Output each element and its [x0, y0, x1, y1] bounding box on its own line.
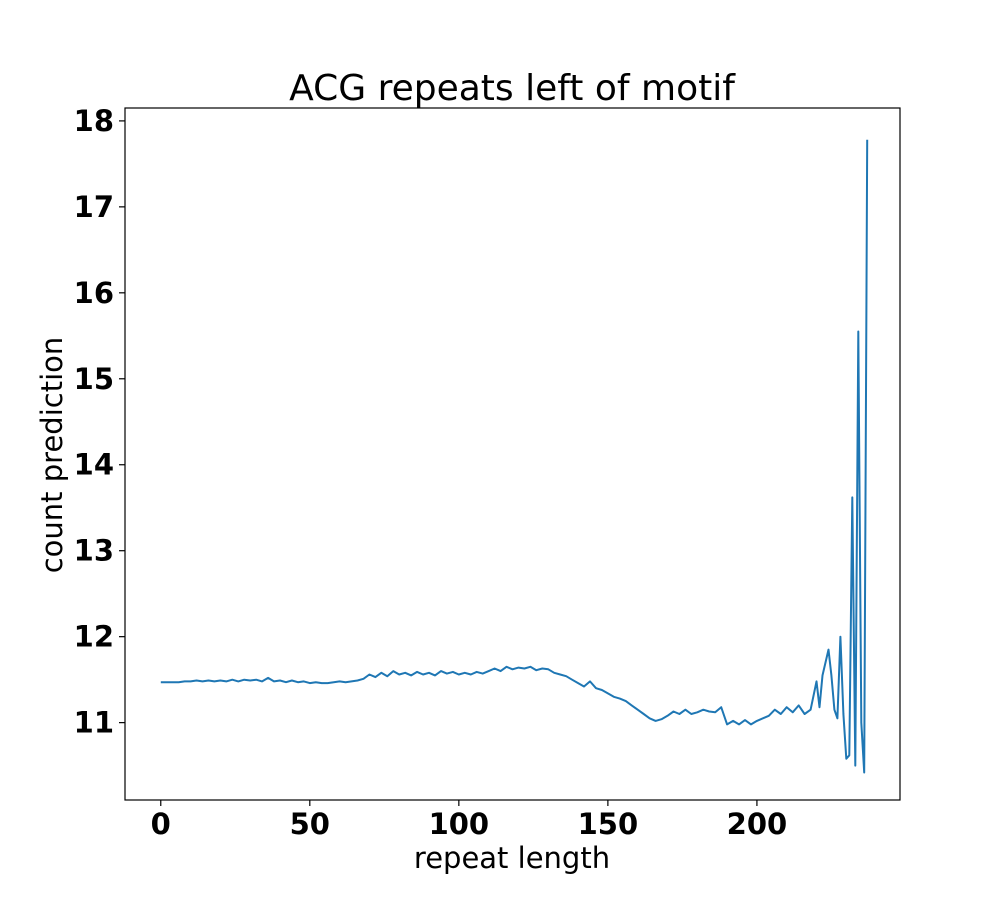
x-tick-label: 50	[290, 807, 330, 841]
y-tick-label: 15	[74, 362, 114, 396]
x-tick-label: 150	[578, 807, 639, 841]
y-tick-label: 17	[74, 190, 114, 224]
series-line	[160, 139, 869, 774]
axis-ticks: 0 50 100 150 200 11 12 13 14 15 16 17 18	[74, 104, 788, 841]
x-tick-label: 0	[151, 807, 171, 841]
x-tick-label: 200	[727, 807, 788, 841]
x-axis-label: repeat length	[414, 841, 610, 875]
chart-title: ACG repeats left of motif	[289, 68, 736, 109]
y-tick-label: 13	[74, 534, 114, 568]
y-tick-label: 11	[74, 706, 114, 740]
y-tick-label: 18	[74, 104, 114, 138]
y-axis-label: count prediction	[35, 337, 69, 574]
y-tick-label: 12	[74, 620, 114, 654]
y-tick-label: 14	[74, 448, 114, 482]
plot-frame	[124, 107, 901, 801]
x-tick-label: 100	[429, 807, 490, 841]
y-tick-label: 16	[74, 276, 114, 310]
